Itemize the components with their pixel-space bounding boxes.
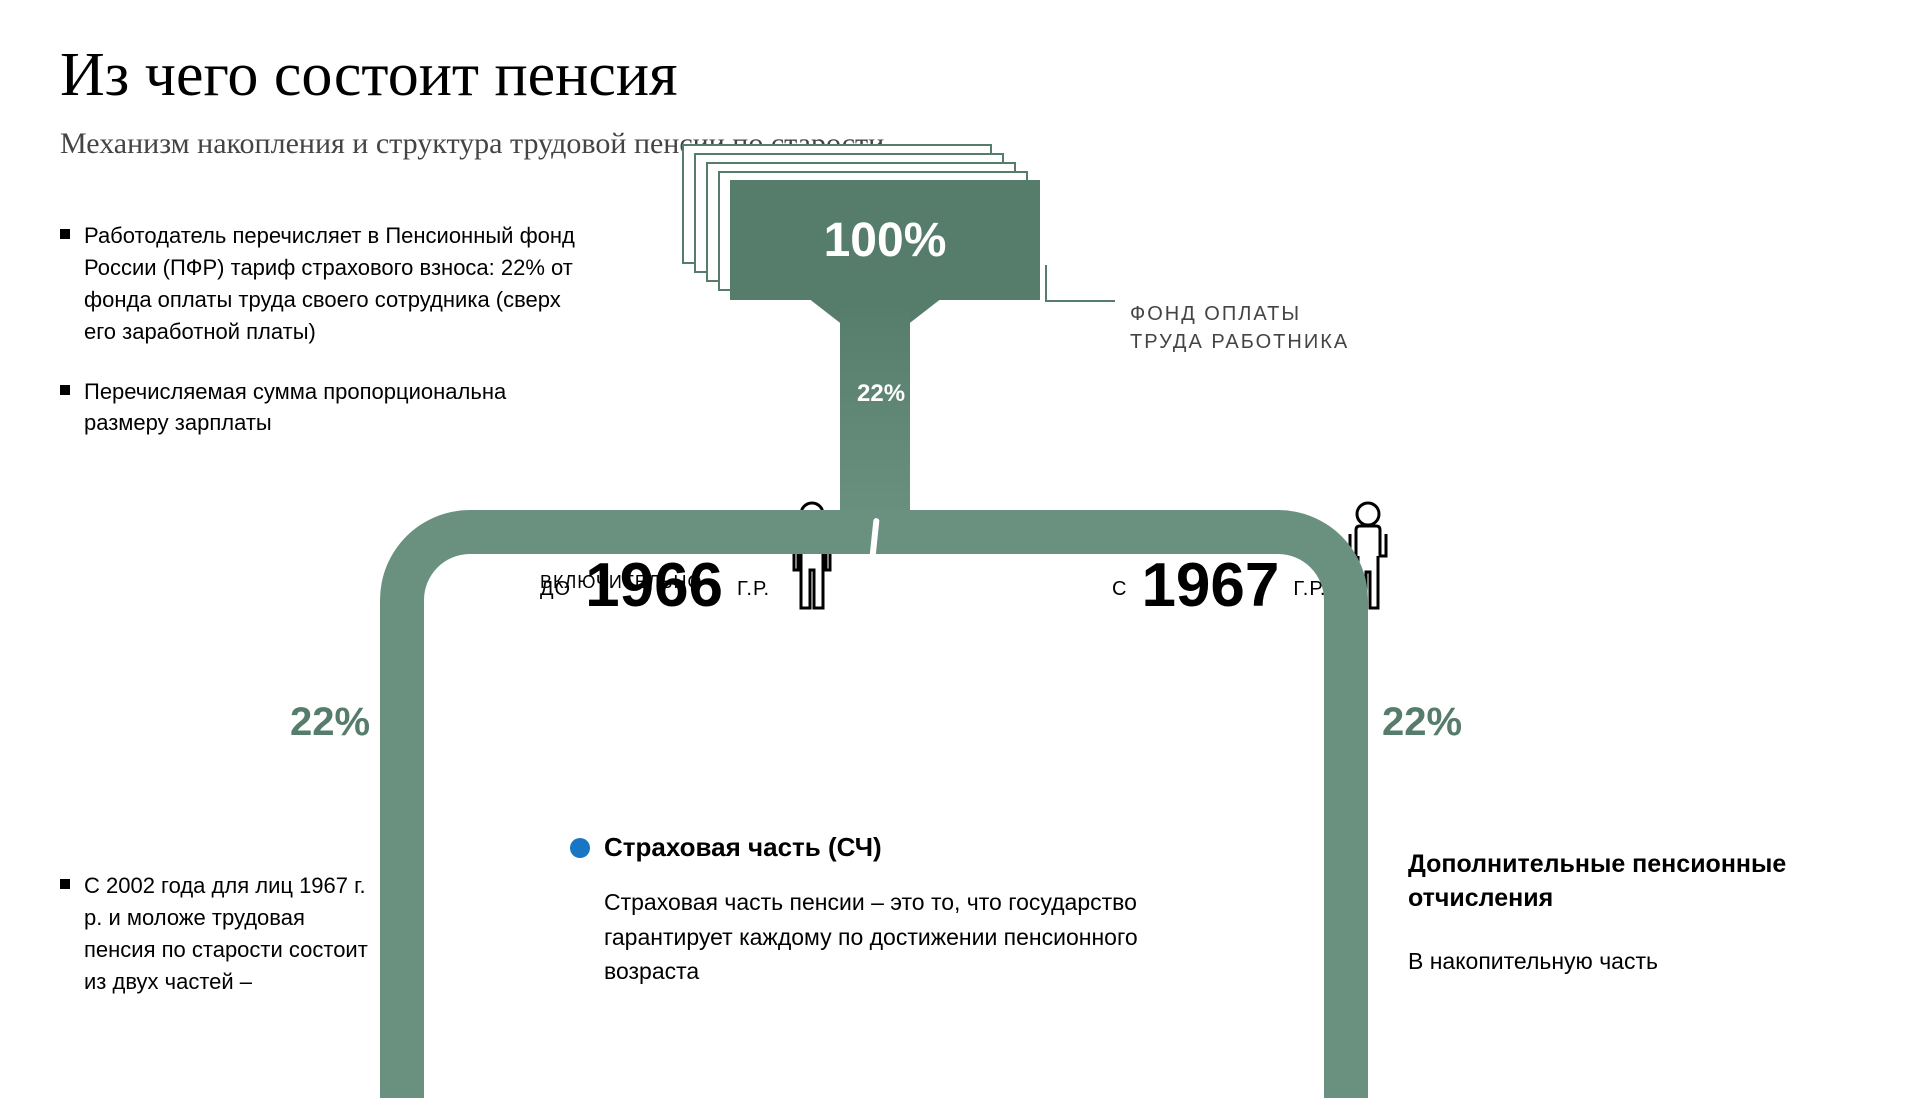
fund-label: ФОНД ОПЛАТЫ ТРУДА РАБОТНИКА <box>1130 300 1349 356</box>
blue-dot-icon <box>570 838 590 858</box>
insurance-box: Страховая часть (СЧ) Страховая часть пен… <box>570 832 1210 989</box>
flow-curve-right <box>868 510 1368 680</box>
flow-bar-right <box>1324 678 1368 1098</box>
flow-bar-left <box>380 678 424 1098</box>
funnel-pct: 22% <box>857 380 905 408</box>
insurance-text: Страховая часть пенсии – это то, что гос… <box>570 885 1210 989</box>
money-pct: 100% <box>824 213 947 268</box>
flow-curve-left <box>380 510 880 680</box>
branch-pct-right: 22% <box>1382 700 1462 745</box>
connector-line <box>1045 265 1047 302</box>
funnel <box>840 300 910 520</box>
bullets-top: Работодатель перечисляет в Пенсионный фо… <box>60 220 590 467</box>
bullet-item: С 2002 года для лиц 1967 г. р. и моложе … <box>60 870 370 998</box>
connector-line <box>1045 300 1115 302</box>
page-title: Из чего состоит пенсия <box>60 40 1860 111</box>
right-col-text: В накопительную часть <box>1408 944 1828 979</box>
insurance-title: Страховая часть (СЧ) <box>604 832 882 863</box>
bullet-item: Перечисляемая сумма пропорциональна разм… <box>60 376 590 440</box>
bullets-left: С 2002 года для лиц 1967 г. р. и моложе … <box>60 870 370 1026</box>
bullet-item: Работодатель перечисляет в Пенсионный фо… <box>60 220 590 348</box>
branch-pct-left: 22% <box>290 700 370 745</box>
right-column: Дополнительные пенсионные отчисления В н… <box>1408 848 1828 978</box>
right-col-title: Дополнительные пенсионные отчисления <box>1408 848 1828 916</box>
